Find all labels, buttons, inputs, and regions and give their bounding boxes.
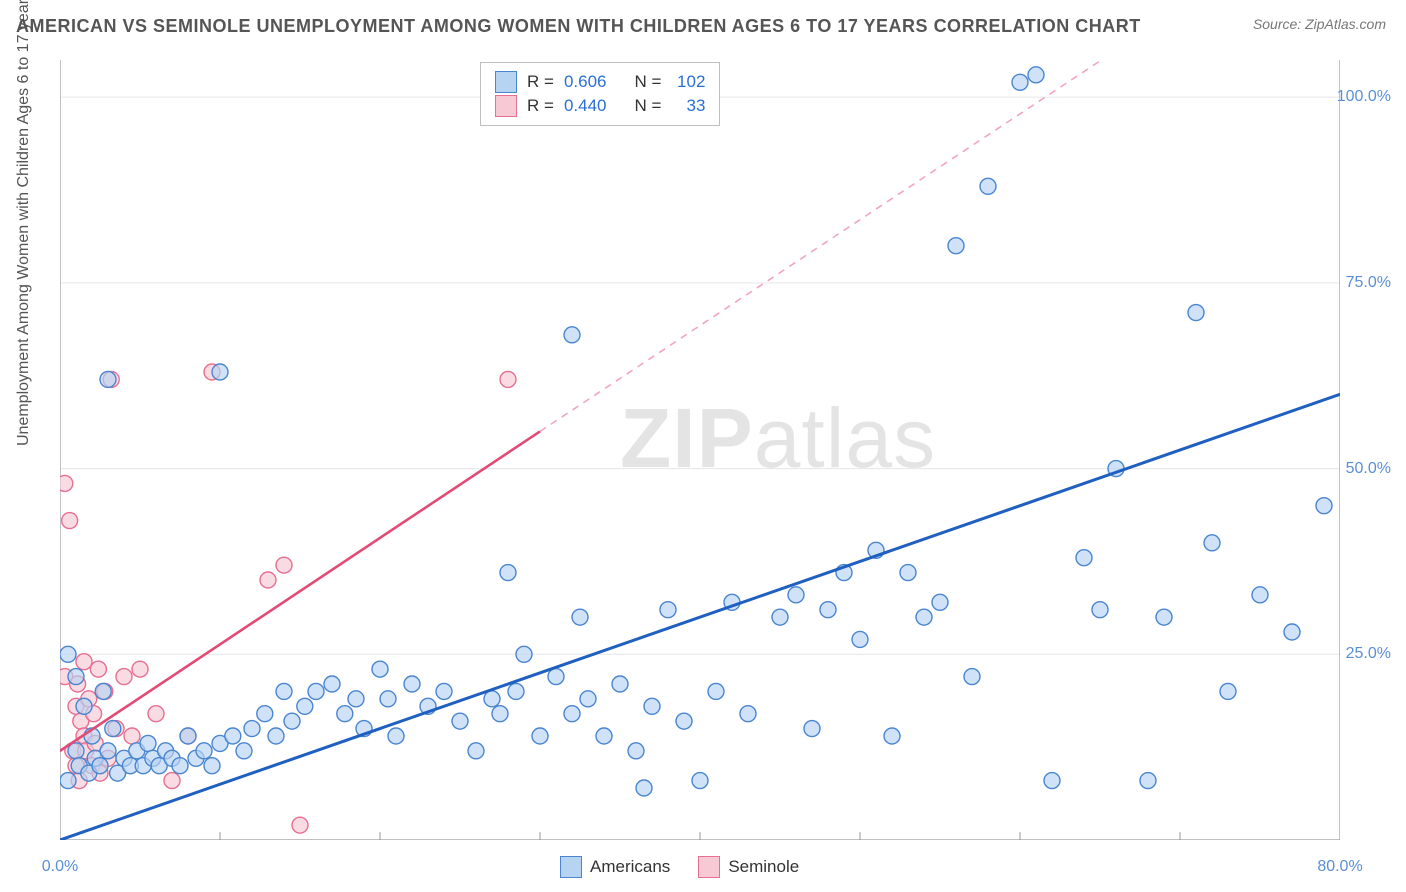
legend-r-value: 0.606 [564,72,607,92]
x-tick-label: 0.0% [42,858,78,876]
x-tick-label: 80.0% [1317,858,1362,876]
source-attribution: Source: ZipAtlas.com [1253,16,1386,32]
legend-swatch [698,856,720,878]
legend-swatch [495,95,517,117]
y-tick-label: 50.0% [1346,460,1391,478]
legend-n-prefix: N = [634,96,661,116]
correlation-legend: R = 0.606 N = 102 R = 0.440 N = 33 [480,62,720,126]
legend-row: R = 0.440 N = 33 [495,95,705,117]
legend-label: Americans [590,857,670,877]
chart-title: AMERICAN VS SEMINOLE UNEMPLOYMENT AMONG … [16,16,1141,37]
y-tick-label: 25.0% [1346,645,1391,663]
y-tick-label: 100.0% [1337,88,1391,106]
legend-row: R = 0.606 N = 102 [495,71,705,93]
legend-r-prefix: R = [527,72,554,92]
legend-r-value: 0.440 [564,96,607,116]
y-tick-label: 75.0% [1346,274,1391,292]
legend-item: Americans [560,856,670,878]
series-legend: Americans Seminole [560,856,799,878]
legend-n-prefix: N = [634,72,661,92]
scatter-chart-svg [60,60,1340,840]
y-axis-label: Unemployment Among Women with Children A… [15,0,33,446]
legend-swatch [495,71,517,93]
legend-item: Seminole [698,856,799,878]
chart-area: R = 0.606 N = 102 R = 0.440 N = 33 ZIPat… [60,60,1340,840]
legend-r-prefix: R = [527,96,554,116]
legend-n-value: 102 [671,72,705,92]
legend-label: Seminole [728,857,799,877]
legend-swatch [560,856,582,878]
legend-n-value: 33 [671,96,705,116]
